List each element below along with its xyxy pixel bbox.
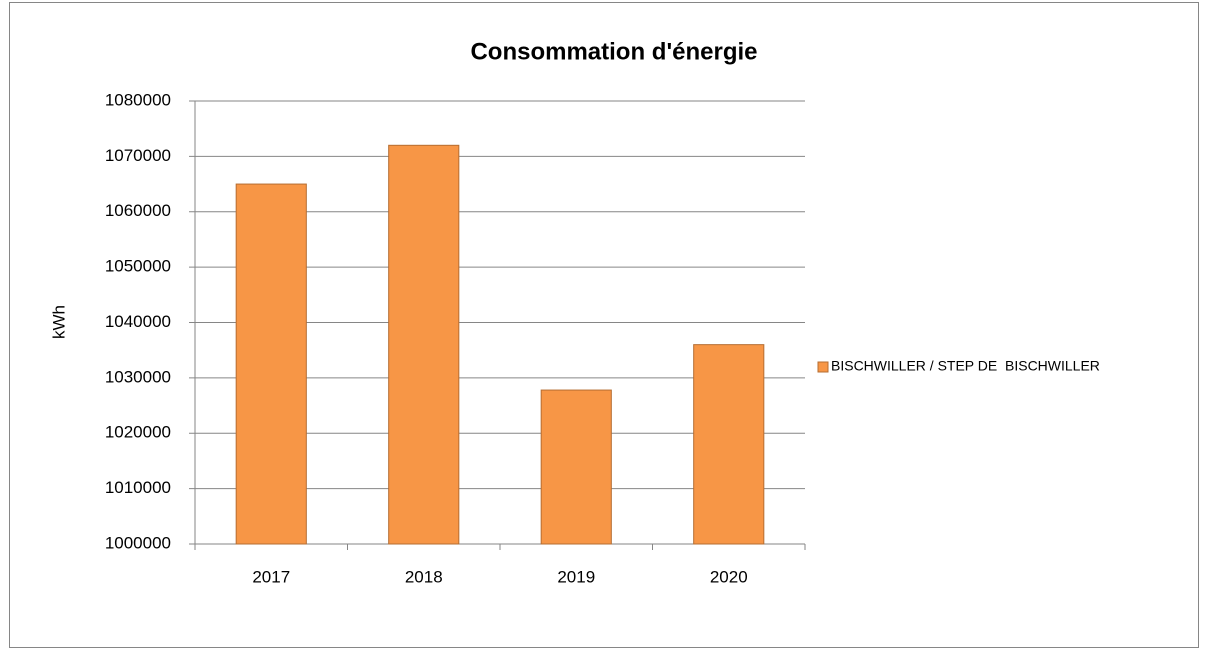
y-tick-label: 1070000 <box>105 146 171 165</box>
x-tick-label: 2019 <box>557 567 595 586</box>
y-tick-label: 1050000 <box>105 257 171 276</box>
y-tick-label: 1040000 <box>105 312 171 331</box>
legend-label: BISCHWILLER / STEP DE BISCHWILLER <box>831 358 1100 374</box>
bar <box>388 144 460 545</box>
y-tick-label: 1030000 <box>105 367 171 386</box>
y-tick-label: 1000000 <box>105 533 171 552</box>
bar <box>693 344 765 545</box>
x-tick-label: 2017 <box>252 567 290 586</box>
bar <box>540 389 612 545</box>
chart-border <box>9 2 1199 648</box>
legend-swatch <box>817 361 829 373</box>
y-tick-label: 1080000 <box>105 90 171 109</box>
bar <box>235 183 307 545</box>
y-tick-label: 1010000 <box>105 478 171 497</box>
chart-title: Consommation d'énergie <box>470 38 757 65</box>
x-tick-label: 2020 <box>710 567 748 586</box>
y-axis-label: kWh <box>49 305 68 339</box>
y-tick-label: 1060000 <box>105 201 171 220</box>
y-tick-label: 1020000 <box>105 423 171 442</box>
x-tick-label: 2018 <box>405 567 443 586</box>
